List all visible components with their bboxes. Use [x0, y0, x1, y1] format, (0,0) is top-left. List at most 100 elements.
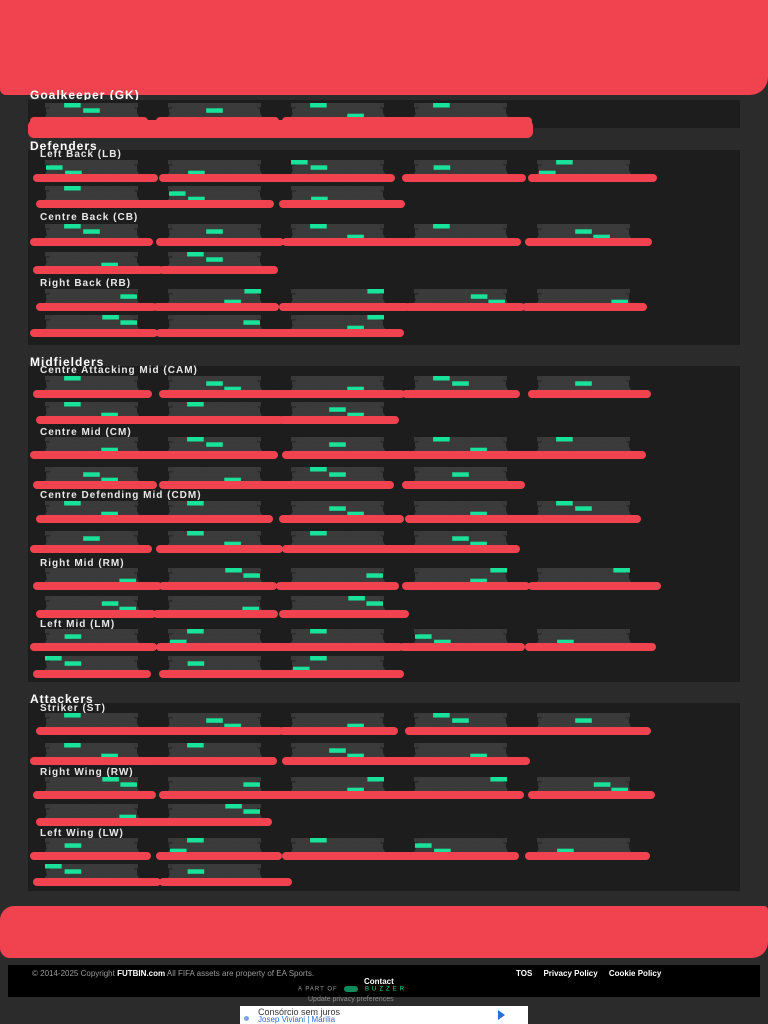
pitch-heatmap-tile[interactable] — [290, 568, 386, 584]
pitch-heatmap-tile[interactable] — [413, 467, 509, 483]
pitch-heatmap-tile[interactable] — [536, 160, 632, 176]
pitch-heatmap-tile[interactable] — [167, 804, 263, 820]
privacy-preferences-link[interactable]: Update privacy preferences — [308, 996, 394, 1003]
pitch-heatmap-tile[interactable] — [413, 743, 509, 759]
pitch-heatmap-tile[interactable] — [413, 531, 509, 547]
pitch-heatmap-tile[interactable] — [290, 224, 386, 240]
pitch-heatmap-tile[interactable] — [290, 402, 386, 418]
pitch-heatmap-tile[interactable] — [167, 186, 263, 202]
pitch-heatmap-tile[interactable] — [536, 629, 632, 645]
pitch-heatmap-tile[interactable] — [44, 186, 140, 202]
pitch-heatmap-tile[interactable] — [167, 103, 263, 119]
pitch-heatmap-tile[interactable] — [167, 252, 263, 268]
pitch-heatmap-tile[interactable] — [44, 713, 140, 729]
pitch-heatmap-tile[interactable] — [167, 289, 263, 305]
pitch-heatmap-tile[interactable] — [536, 838, 632, 854]
pitch-heatmap-tile[interactable] — [167, 376, 263, 392]
pitch-heatmap-tile[interactable] — [167, 467, 263, 483]
pitch-heatmap-tile[interactable] — [413, 437, 509, 453]
pitch-heatmap-tile[interactable] — [167, 629, 263, 645]
pitch-heatmap-tile[interactable] — [536, 568, 632, 584]
pitch-heatmap-tile[interactable] — [290, 713, 386, 729]
ad-arrow-icon[interactable] — [498, 1010, 505, 1020]
pitch-heatmap-tile[interactable] — [413, 713, 509, 729]
pitch-heatmap-tile[interactable] — [413, 103, 509, 119]
pitch-heatmap-tile[interactable] — [536, 777, 632, 793]
pitch-heatmap-tile[interactable] — [290, 289, 386, 305]
pitch-heatmap-tile[interactable] — [413, 376, 509, 392]
pitch-heatmap-tile[interactable] — [536, 224, 632, 240]
pitch-heatmap-tile[interactable] — [536, 713, 632, 729]
pitch-heatmap-tile[interactable] — [44, 224, 140, 240]
pitch-heatmap-tile[interactable] — [167, 224, 263, 240]
pitch-heatmap-tile[interactable] — [290, 160, 386, 176]
tos-link[interactable]: TOS — [516, 969, 533, 978]
pitch-heatmap-tile[interactable] — [167, 315, 263, 331]
pitch-heatmap-tile[interactable] — [536, 289, 632, 305]
contact-link[interactable]: Contact — [364, 977, 394, 986]
pitch-heatmap-tile[interactable] — [167, 713, 263, 729]
pitch-heatmap-tile[interactable] — [44, 315, 140, 331]
pitch-heatmap-tile[interactable] — [44, 743, 140, 759]
pitch-heatmap-tile[interactable] — [413, 838, 509, 854]
pitch-heatmap-tile[interactable] — [44, 838, 140, 854]
pitch-heatmap-tile[interactable] — [290, 467, 386, 483]
pitch-heatmap-tile[interactable] — [167, 596, 263, 612]
pitch-heatmap-tile[interactable] — [290, 656, 386, 672]
pitch-heatmap-tile[interactable] — [290, 838, 386, 854]
pitch-heatmap-tile[interactable] — [44, 437, 140, 453]
ad-banner[interactable]: Consórcio sem juros Josep Viviani | Mari… — [240, 1006, 528, 1024]
pitch-heatmap-tile[interactable] — [44, 103, 140, 119]
pitch-heatmap-tile[interactable] — [167, 501, 263, 517]
pitch-heatmap-tile[interactable] — [44, 501, 140, 517]
pitch-heatmap-tile[interactable] — [413, 629, 509, 645]
pitch-heatmap-tile[interactable] — [44, 777, 140, 793]
pitch-heatmap-tile[interactable] — [290, 743, 386, 759]
pitch-heatmap-tile[interactable] — [167, 531, 263, 547]
pitch-heatmap-tile[interactable] — [413, 777, 509, 793]
pitch-heatmap-tile[interactable] — [290, 376, 386, 392]
pitch-heatmap-tile[interactable] — [413, 568, 509, 584]
pitch-heatmap-tile[interactable] — [44, 629, 140, 645]
pitch-heatmap-tile[interactable] — [536, 376, 632, 392]
privacy-policy-link[interactable]: Privacy Policy — [543, 969, 598, 978]
pitch-heatmap-tile[interactable] — [290, 777, 386, 793]
pitch-heatmap-tile[interactable] — [44, 252, 140, 268]
pitch-heatmap-tile[interactable] — [44, 864, 140, 880]
cookie-policy-link[interactable]: Cookie Policy — [608, 969, 662, 978]
pitch-heatmap-tile[interactable] — [167, 864, 263, 880]
pitch-heatmap-tile[interactable] — [413, 501, 509, 517]
pitch-heatmap-tile[interactable] — [413, 224, 509, 240]
pitch-heatmap-tile[interactable] — [44, 289, 140, 305]
pitch-heatmap-tile[interactable] — [44, 402, 140, 418]
pitch-heatmap-tile[interactable] — [413, 160, 509, 176]
pitch-heatmap-tile[interactable] — [167, 656, 263, 672]
pitch-heatmap-tile[interactable] — [167, 160, 263, 176]
pitch-heatmap-tile[interactable] — [167, 437, 263, 453]
pitch-heatmap-tile[interactable] — [290, 103, 386, 119]
pitch-heatmap-tile[interactable] — [413, 289, 509, 305]
pitch-heatmap-tile[interactable] — [167, 568, 263, 584]
pitch-heatmap-tile[interactable] — [290, 531, 386, 547]
pitch-heatmap-tile[interactable] — [44, 531, 140, 547]
pitch-heatmap-tile[interactable] — [167, 402, 263, 418]
brand-link[interactable]: FUTBIN.com — [117, 969, 166, 978]
pitch-heatmap-tile[interactable] — [290, 315, 386, 331]
pitch-heatmap-tile[interactable] — [44, 376, 140, 392]
pitch-heatmap-tile[interactable] — [44, 804, 140, 820]
pitch-heatmap-tile[interactable] — [536, 501, 632, 517]
pitch-heatmap-tile[interactable] — [290, 186, 386, 202]
pitch-heatmap-tile[interactable] — [290, 437, 386, 453]
pitch-heatmap-tile[interactable] — [167, 777, 263, 793]
pitch-heatmap-tile[interactable] — [290, 629, 386, 645]
pitch-heatmap-tile[interactable] — [44, 160, 140, 176]
pitch-heatmap-tile[interactable] — [290, 596, 386, 612]
pitch-heatmap-tile[interactable] — [44, 656, 140, 672]
pitch-heatmap-tile[interactable] — [44, 467, 140, 483]
pitch-heatmap-tile[interactable] — [167, 838, 263, 854]
pitch-heatmap-tile[interactable] — [44, 568, 140, 584]
pitch-heatmap-tile[interactable] — [536, 437, 632, 453]
pitch-heatmap-tile[interactable] — [290, 501, 386, 517]
pitch-heatmap-tile[interactable] — [44, 596, 140, 612]
buzzer-badge[interactable]: A PART OF BUZZER — [298, 986, 408, 993]
